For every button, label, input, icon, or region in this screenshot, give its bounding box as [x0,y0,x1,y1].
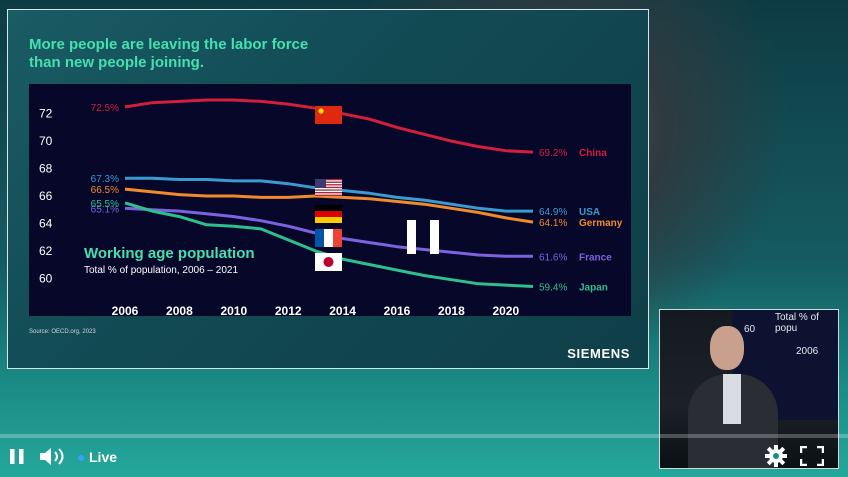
chart-svg: 60 62 64 66 68 70 72 2006 2008 2010 2012 2014 2016 20… [39,98,623,316]
presentation-slide: More people are leaving the labor force … [7,9,649,369]
y-tick-label: 70 [39,134,53,148]
x-tick-label: 2006 [112,304,139,316]
slide-headline: More people are leaving the labor force … [29,36,308,72]
japan-flag-icon [315,253,342,271]
y-tick-label: 62 [39,244,53,258]
series-start-label: 66.5% [91,185,119,196]
y-tick-label: 64 [39,216,53,230]
pip-screen-year: 2006 [796,346,819,357]
fullscreen-icon[interactable] [799,445,825,471]
series-line-germany [124,187,534,224]
live-label: Live [89,449,118,465]
x-tick-label: 2016 [384,304,411,316]
pause-icon[interactable] [10,449,24,469]
player-controls [0,430,848,477]
x-tick-label: 2008 [166,304,193,316]
x-tick-label: 2018 [438,304,465,316]
series-name-label: USA [579,207,600,218]
series-end-label: 59.4% [539,283,567,294]
volume-icon[interactable] [39,447,69,471]
series-end-label: 64.9% [539,207,567,218]
series-start-label: 65.1% [91,204,119,215]
headline-line-2: than new people joining. [29,54,204,71]
china-flag-icon [315,106,342,124]
x-tick-label: 2010 [220,304,247,316]
series-name-label: France [579,252,612,263]
x-tick-label: 2014 [329,304,356,316]
speaker-shirt [723,374,741,424]
progress-bar[interactable] [0,434,848,438]
brand-logo: SIEMENS [567,346,630,361]
series-name-label: China [579,148,607,159]
y-tick-label: 68 [39,162,53,176]
y-tick-label: 60 [39,271,53,285]
series-end-label: 69.2% [539,148,567,159]
series-start-label: 65.5% [91,199,119,210]
live-indicator[interactable]: Live [78,449,117,465]
live-dot [78,455,84,462]
headline-line-1: More people are leaving the labor force [29,36,309,53]
series-end-label: 61.6% [539,252,567,263]
paused-overlay-icon[interactable] [407,220,439,254]
source-note: Source: OECD.org, 2023 [29,329,96,335]
series-name-label: Japan [579,283,608,294]
germany-flag-icon [315,205,342,223]
chart-title: Working age population [84,245,255,262]
pip-screen-tick: 60 [744,324,756,335]
france-flag-icon [315,229,342,247]
gear-icon[interactable] [765,445,787,472]
series-start-label: 67.3% [91,174,119,185]
pip-screen-text: Total % of popu [775,312,819,334]
y-tick-label: 66 [39,189,53,203]
series-start-label: 72.5% [91,103,119,114]
series-name-label: Germany [579,218,623,229]
y-tick-label: 72 [39,107,53,121]
series-end-label: 64.1% [539,218,567,229]
x-tick-label: 2012 [275,304,302,316]
speaker-head [710,326,744,370]
line-chart: 60 62 64 66 68 70 72 2006 2008 2010 2012 2014 2016 20… [29,84,631,316]
chart-subtitle: Total % of population, 2006 – 2021 [84,265,238,276]
speaker-video[interactable]: Total % of popu 60 2006 [659,309,839,469]
usa-flag-icon [315,179,342,196]
x-tick-label: 2020 [492,304,519,316]
